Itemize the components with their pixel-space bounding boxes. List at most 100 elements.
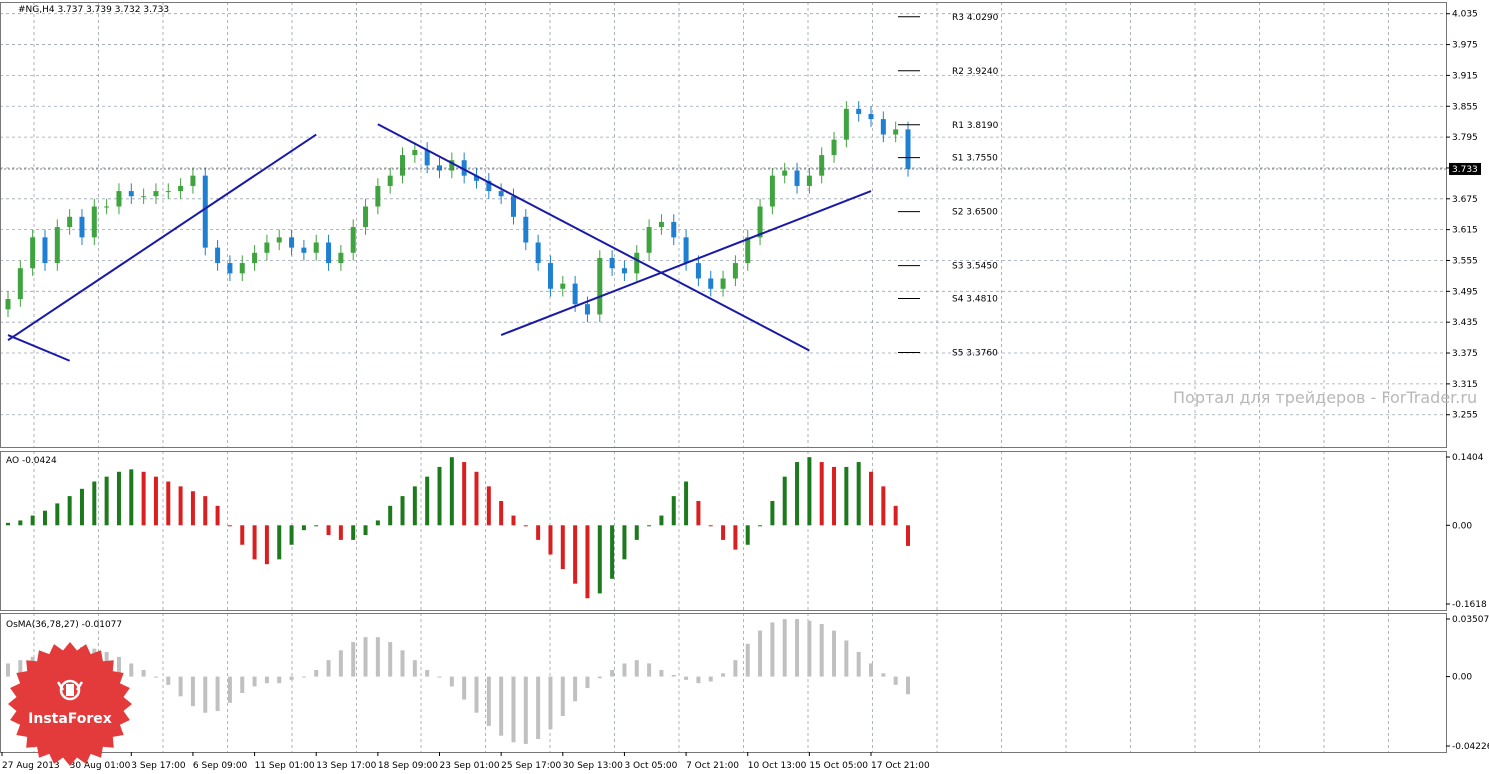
trendline-2[interactable] <box>500 190 872 336</box>
time-tick-label: 23 Sep 01:00 <box>440 761 500 771</box>
candle <box>535 242 541 264</box>
osma-bar <box>277 676 282 684</box>
trendline-3[interactable] <box>7 334 71 362</box>
pivot-label: S5 3.3760 <box>952 349 998 359</box>
ao-bar <box>42 510 47 526</box>
candle <box>843 108 849 140</box>
ao-bar <box>363 525 368 536</box>
osma-bar <box>474 676 479 713</box>
candle <box>880 119 886 135</box>
osma-bar <box>758 630 763 677</box>
ao-bar <box>548 525 553 555</box>
time-tick-label: 13 Sep 17:00 <box>316 761 376 771</box>
osma-bar <box>252 676 257 687</box>
candle <box>67 216 73 228</box>
time-tick-label: 30 Aug 01:00 <box>70 761 131 771</box>
candle <box>523 216 529 243</box>
candle <box>831 139 837 156</box>
ao-bar <box>844 466 849 526</box>
candle <box>116 191 122 207</box>
ao-bar <box>832 466 837 526</box>
ao-bar <box>412 486 417 526</box>
price-tick-label: 3.555 <box>1452 256 1478 266</box>
candle <box>227 263 233 274</box>
candle <box>745 237 751 264</box>
price-tick-label: 3.375 <box>1452 349 1478 359</box>
instaforex-logo: InstaForex <box>8 642 132 766</box>
ao-bar <box>215 505 220 526</box>
price-tick-label: 3.675 <box>1452 195 1478 205</box>
osma-bar <box>869 663 874 677</box>
candle <box>646 227 652 253</box>
ao-bar <box>338 525 343 540</box>
ao-bar <box>622 525 627 560</box>
ao-bar <box>314 525 319 527</box>
osma-bar <box>893 676 898 685</box>
bull-head-icon <box>56 679 84 701</box>
trendline-1[interactable] <box>377 123 810 352</box>
osma-bar <box>536 676 541 740</box>
time-tick-label: 25 Sep 17:00 <box>501 761 561 771</box>
ao-bar <box>351 525 356 540</box>
ao-bar <box>153 476 158 526</box>
price-tick-label: 3.855 <box>1452 102 1478 112</box>
osma-tick-label: -0.04226 <box>1452 742 1489 752</box>
osma-bar <box>832 630 837 677</box>
osma-bar <box>795 619 800 677</box>
time-tick-label: 7 Oct 21:00 <box>686 761 739 771</box>
ao-bar <box>92 481 97 526</box>
ao-bar <box>807 457 812 526</box>
ao-bar <box>104 476 109 526</box>
ao-bar <box>277 525 282 560</box>
price-tick-label: 3.795 <box>1452 133 1478 143</box>
osma-bar <box>338 650 343 677</box>
ao-bar <box>301 525 306 531</box>
ao-bar <box>437 466 442 526</box>
candle <box>301 247 307 253</box>
ao-bar <box>203 496 208 526</box>
time-tick-label: 3 Oct 05:00 <box>624 761 677 771</box>
osma-bar <box>856 651 861 677</box>
ao-bar <box>610 525 615 579</box>
osma-bar <box>548 676 553 730</box>
osma-bar <box>770 622 775 677</box>
osma-bar <box>597 676 602 679</box>
ao-bar <box>782 476 787 526</box>
candle <box>202 175 208 248</box>
ao-bar <box>79 488 84 526</box>
candle <box>720 278 726 289</box>
osma-bar <box>314 670 319 677</box>
ao-bar <box>326 525 331 536</box>
time-tick-label: 11 Sep 01:00 <box>255 761 315 771</box>
osma-label: OsMA(36,78,27) -0.01077 <box>6 620 122 630</box>
candle <box>769 175 775 207</box>
ao-bar <box>55 503 60 526</box>
candle <box>683 237 689 264</box>
osma-bar <box>696 676 701 684</box>
ao-bar <box>30 515 35 526</box>
candle <box>215 247 221 264</box>
osma-bar <box>733 660 738 677</box>
osma-bar <box>807 620 812 677</box>
osma-bar <box>585 676 590 689</box>
pivot-label: S4 3.4810 <box>952 295 998 305</box>
candle <box>54 227 60 264</box>
osma-bar <box>166 676 171 685</box>
ao-tick-label: 0.1404 <box>1452 453 1484 463</box>
osma-bar <box>301 676 306 678</box>
candle <box>510 196 516 217</box>
ao-bar <box>166 481 171 526</box>
candle <box>165 191 171 193</box>
trendlines[interactable] <box>7 123 872 362</box>
ao-bar <box>375 520 380 526</box>
osma-bar <box>351 642 356 677</box>
candle <box>486 180 492 192</box>
ao-bar <box>289 525 294 545</box>
trendline-0[interactable] <box>7 133 317 342</box>
osma-bar <box>240 676 245 694</box>
pivot-label: R2 3.9240 <box>952 67 999 77</box>
logo-text: InstaForex <box>28 711 112 727</box>
candle <box>252 252 258 264</box>
